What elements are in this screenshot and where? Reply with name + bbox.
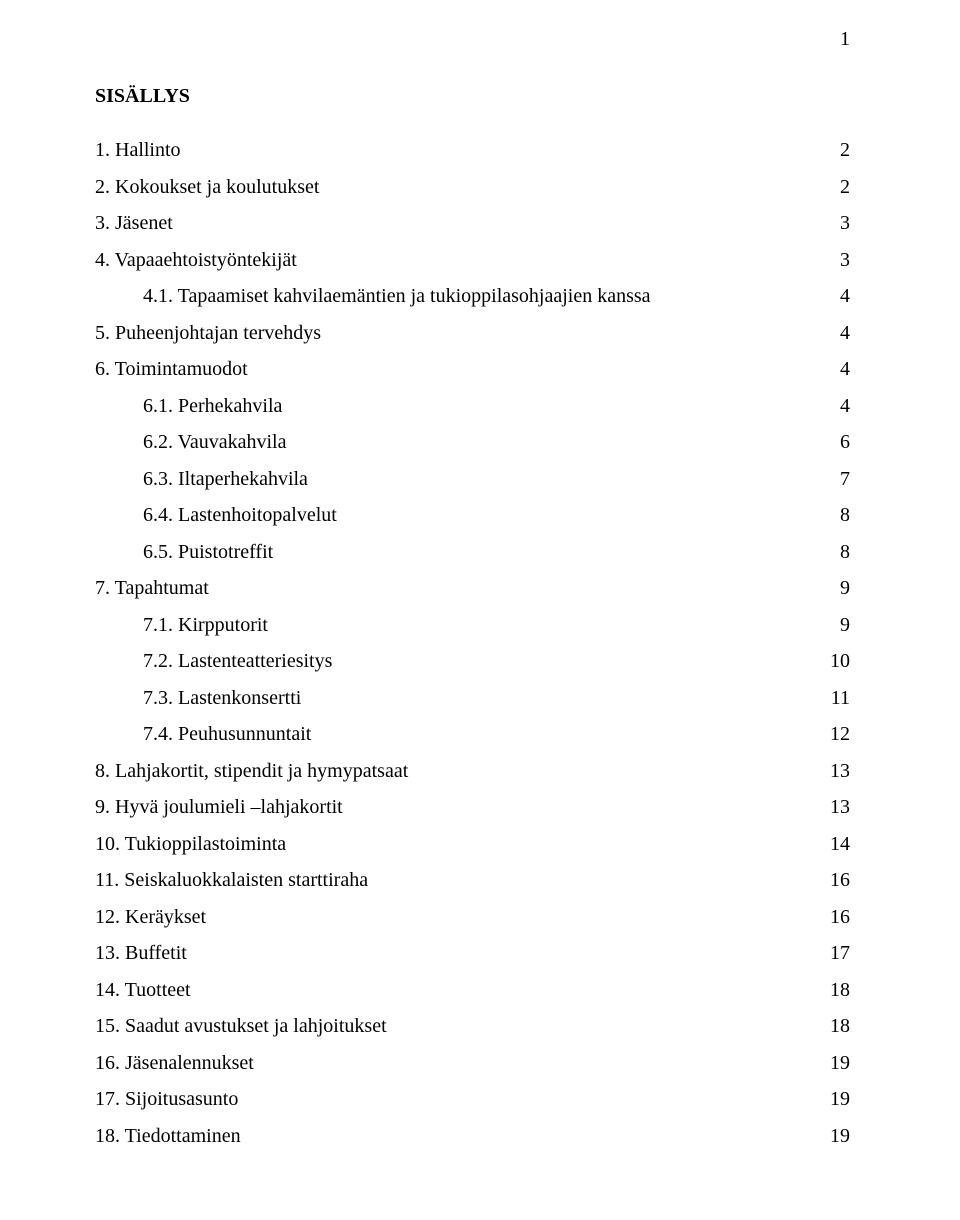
toc-entry-label: 14. Tuotteet <box>95 980 810 1000</box>
toc-entry-page: 17 <box>810 943 850 963</box>
toc-entry: 4.1. Tapaamiset kahvilaemäntien ja tukio… <box>95 286 850 306</box>
toc-entry-page: 4 <box>810 359 850 379</box>
toc-entry-page: 3 <box>810 250 850 270</box>
toc-entry-label: 7.4. Peuhusunnuntait <box>95 724 810 744</box>
toc-entry-page: 8 <box>810 505 850 525</box>
toc-entry-label: 10. Tukioppilastoiminta <box>95 834 810 854</box>
toc-entry-page: 4 <box>810 396 850 416</box>
toc-entry: 6.3. Iltaperhekahvila7 <box>95 469 850 489</box>
toc-entry-page: 16 <box>810 907 850 927</box>
toc-entry-page: 3 <box>810 213 850 233</box>
table-of-contents: 1. Hallinto22. Kokoukset ja koulutukset2… <box>95 140 850 1146</box>
toc-entry-page: 9 <box>810 615 850 635</box>
toc-entry-label: 7.1. Kirpputorit <box>95 615 810 635</box>
toc-entry: 10. Tukioppilastoiminta14 <box>95 834 850 854</box>
toc-entry-label: 6.2. Vauvakahvila <box>95 432 810 452</box>
toc-entry-page: 13 <box>810 761 850 781</box>
content-area: SISÄLLYS 1. Hallinto22. Kokoukset ja kou… <box>0 0 960 1146</box>
toc-entry-label: 18. Tiedottaminen <box>95 1126 810 1146</box>
toc-entry: 6. Toimintamuodot4 <box>95 359 850 379</box>
toc-entry: 7.3. Lastenkonsertti11 <box>95 688 850 708</box>
toc-entry-page: 8 <box>810 542 850 562</box>
toc-entry-label: 1. Hallinto <box>95 140 810 160</box>
page-title: SISÄLLYS <box>95 85 850 108</box>
toc-entry-label: 7.3. Lastenkonsertti <box>95 688 810 708</box>
toc-entry: 6.2. Vauvakahvila6 <box>95 432 850 452</box>
toc-entry-label: 12. Keräykset <box>95 907 810 927</box>
toc-entry: 6.5. Puistotreffit8 <box>95 542 850 562</box>
toc-entry-page: 6 <box>810 432 850 452</box>
toc-entry-page: 18 <box>810 1016 850 1036</box>
toc-entry-label: 6.5. Puistotreffit <box>95 542 810 562</box>
toc-entry: 17. Sijoitusasunto19 <box>95 1089 850 1109</box>
toc-entry-page: 18 <box>810 980 850 1000</box>
toc-entry-page: 4 <box>810 286 850 306</box>
toc-entry: 12. Keräykset16 <box>95 907 850 927</box>
toc-entry: 6.4. Lastenhoitopalvelut8 <box>95 505 850 525</box>
toc-entry-label: 4. Vapaaehtoistyöntekijät <box>95 250 810 270</box>
toc-entry-page: 10 <box>810 651 850 671</box>
toc-entry-label: 11. Seiskaluokkalaisten starttiraha <box>95 870 810 890</box>
toc-entry-label: 3. Jäsenet <box>95 213 810 233</box>
toc-entry-label: 8. Lahjakortit, stipendit ja hymypatsaat <box>95 761 810 781</box>
toc-entry-page: 7 <box>810 469 850 489</box>
toc-entry: 3. Jäsenet3 <box>95 213 850 233</box>
toc-entry-page: 14 <box>810 834 850 854</box>
toc-entry: 16. Jäsenalennukset19 <box>95 1053 850 1073</box>
toc-entry-label: 13. Buffetit <box>95 943 810 963</box>
page-number: 1 <box>840 28 850 51</box>
toc-entry-page: 19 <box>810 1053 850 1073</box>
toc-entry-label: 2. Kokoukset ja koulutukset <box>95 177 810 197</box>
toc-entry-label: 15. Saadut avustukset ja lahjoitukset <box>95 1016 810 1036</box>
toc-entry-label: 4.1. Tapaamiset kahvilaemäntien ja tukio… <box>95 286 810 306</box>
toc-entry-label: 16. Jäsenalennukset <box>95 1053 810 1073</box>
toc-entry: 9. Hyvä joulumieli –lahjakortit13 <box>95 797 850 817</box>
toc-entry: 11. Seiskaluokkalaisten starttiraha16 <box>95 870 850 890</box>
toc-entry: 15. Saadut avustukset ja lahjoitukset18 <box>95 1016 850 1036</box>
toc-entry-page: 2 <box>810 177 850 197</box>
toc-entry-page: 13 <box>810 797 850 817</box>
toc-entry: 7.1. Kirpputorit9 <box>95 615 850 635</box>
toc-entry-label: 5. Puheenjohtajan tervehdys <box>95 323 810 343</box>
toc-entry: 4. Vapaaehtoistyöntekijät3 <box>95 250 850 270</box>
toc-entry-page: 19 <box>810 1126 850 1146</box>
toc-entry-page: 12 <box>810 724 850 744</box>
toc-entry: 14. Tuotteet18 <box>95 980 850 1000</box>
toc-entry-label: 6.4. Lastenhoitopalvelut <box>95 505 810 525</box>
toc-entry: 2. Kokoukset ja koulutukset2 <box>95 177 850 197</box>
toc-entry-label: 7.2. Lastenteatteriesitys <box>95 651 810 671</box>
toc-entry-page: 19 <box>810 1089 850 1109</box>
toc-entry-page: 2 <box>810 140 850 160</box>
toc-entry: 7.2. Lastenteatteriesitys10 <box>95 651 850 671</box>
toc-entry-label: 7. Tapahtumat <box>95 578 810 598</box>
toc-entry: 8. Lahjakortit, stipendit ja hymypatsaat… <box>95 761 850 781</box>
toc-entry: 13. Buffetit17 <box>95 943 850 963</box>
toc-entry: 7. Tapahtumat9 <box>95 578 850 598</box>
toc-entry: 7.4. Peuhusunnuntait12 <box>95 724 850 744</box>
toc-entry: 18. Tiedottaminen19 <box>95 1126 850 1146</box>
toc-entry-label: 6.3. Iltaperhekahvila <box>95 469 810 489</box>
toc-entry: 5. Puheenjohtajan tervehdys4 <box>95 323 850 343</box>
toc-entry-page: 9 <box>810 578 850 598</box>
toc-entry-page: 4 <box>810 323 850 343</box>
toc-entry: 6.1. Perhekahvila4 <box>95 396 850 416</box>
toc-entry: 1. Hallinto2 <box>95 140 850 160</box>
toc-entry-label: 17. Sijoitusasunto <box>95 1089 810 1109</box>
toc-entry-label: 6. Toimintamuodot <box>95 359 810 379</box>
toc-entry-label: 9. Hyvä joulumieli –lahjakortit <box>95 797 810 817</box>
toc-entry-page: 11 <box>810 688 850 708</box>
toc-entry-label: 6.1. Perhekahvila <box>95 396 810 416</box>
toc-entry-page: 16 <box>810 870 850 890</box>
